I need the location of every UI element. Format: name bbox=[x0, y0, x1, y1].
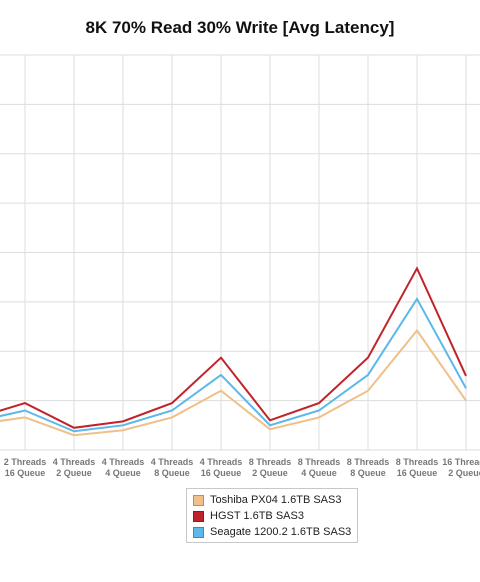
x-tick-label: 4 Threads 8 Queue bbox=[151, 457, 194, 478]
x-tick-label: 4 Threads 16 Queue bbox=[200, 457, 243, 478]
x-tick-label: 2 Threads 16 Queue bbox=[4, 457, 47, 478]
x-tick-label: 8 Threads 4 Queue bbox=[298, 457, 341, 478]
x-tick-label-line: 16 Queue bbox=[5, 468, 46, 478]
legend-swatch-hgst bbox=[193, 510, 204, 522]
legend: Toshiba PX04 1.6TB SAS3 HGST 1.6TB SAS3 … bbox=[186, 488, 359, 543]
x-tick-label-line: 4 Threads bbox=[102, 457, 145, 467]
x-tick-label-line: 8 Queue bbox=[154, 468, 190, 478]
legend-label-seagate: Seagate 1200.2 1.6TB SAS3 bbox=[210, 526, 352, 538]
x-tick-label-line: 8 Queue bbox=[350, 468, 386, 478]
x-tick-label: 4 Threads 2 Queue bbox=[53, 457, 96, 478]
x-tick-label-line: 4 Queue bbox=[301, 468, 337, 478]
legend-item-seagate[interactable]: Seagate 1200.2 1.6TB SAS3 bbox=[193, 524, 351, 540]
x-tick-label-line: 2 Queue bbox=[448, 468, 480, 478]
x-tick-label-line: 2 Threads bbox=[4, 457, 47, 467]
x-tick-label-line: 8 Threads bbox=[249, 457, 292, 467]
legend-item-toshiba[interactable]: Toshiba PX04 1.6TB SAS3 bbox=[193, 492, 351, 508]
series-line-toshiba bbox=[0, 328, 467, 437]
x-tick-label-line: 8 Threads bbox=[396, 457, 439, 467]
x-tick-label: 4 Threads 4 Queue bbox=[102, 457, 145, 478]
x-tick-label: 8 Threads 2 Queue bbox=[249, 457, 292, 478]
x-tick-label-line: 2 Queue bbox=[252, 468, 288, 478]
x-tick-label: 8 Threads 8 Queue bbox=[347, 457, 390, 478]
legend-label-toshiba: Toshiba PX04 1.6TB SAS3 bbox=[210, 494, 342, 506]
legend-label-hgst: HGST 1.6TB SAS3 bbox=[210, 510, 304, 522]
legend-item-hgst[interactable]: HGST 1.6TB SAS3 bbox=[193, 508, 351, 524]
x-tick-label-line: 16 Queue bbox=[201, 468, 242, 478]
x-tick-label-line: 8 Threads bbox=[347, 457, 390, 467]
x-tick-label-line: 4 Threads bbox=[151, 457, 194, 467]
x-tick-label-line: 4 Threads bbox=[53, 457, 96, 467]
x-tick-label-line: 8 Threads bbox=[298, 457, 341, 467]
x-tick-label-line: 16 Queue bbox=[397, 468, 438, 478]
x-tick-label: 8 Threads 16 Queue bbox=[396, 457, 439, 478]
x-tick-label-line: 4 Threads bbox=[200, 457, 243, 467]
x-tick-label-line: 4 Queue bbox=[105, 468, 141, 478]
series-line-hgst bbox=[0, 266, 467, 429]
legend-swatch-seagate bbox=[193, 526, 204, 538]
series-line-seagate bbox=[0, 296, 467, 433]
chart-title: 8K 70% Read 30% Write [Avg Latency] bbox=[85, 18, 395, 37]
x-tick-label-line: 16 Threads bbox=[442, 457, 480, 467]
x-tick-label-line: 2 Queue bbox=[56, 468, 92, 478]
legend-swatch-toshiba bbox=[193, 494, 204, 506]
